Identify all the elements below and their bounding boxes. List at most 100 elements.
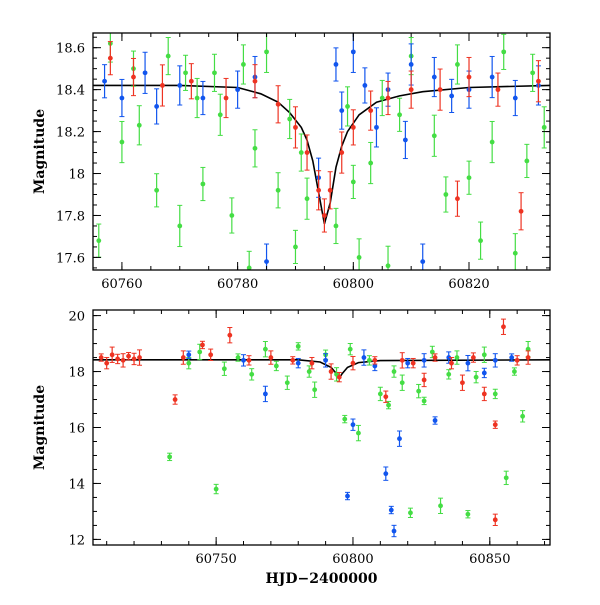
x-tick-label: 60850 <box>469 552 510 567</box>
x-tick-label: 60780 <box>217 277 258 292</box>
data-point <box>399 357 405 363</box>
data-point <box>478 238 483 244</box>
data-point <box>530 70 536 76</box>
data-point <box>454 355 460 360</box>
data-point <box>194 95 200 101</box>
data-point <box>264 259 269 265</box>
data-point <box>391 528 397 534</box>
data-point <box>455 62 460 67</box>
data-point <box>492 517 498 523</box>
data-point <box>512 369 517 374</box>
data-point <box>399 380 405 386</box>
data-point <box>246 265 252 270</box>
data-point <box>495 87 501 93</box>
data-point <box>342 416 348 422</box>
data-point <box>397 436 402 442</box>
data-point <box>275 101 281 107</box>
data-point <box>235 87 241 93</box>
data-point <box>183 70 188 76</box>
data-point <box>323 357 329 363</box>
data-point <box>481 391 487 397</box>
data-point <box>536 78 541 84</box>
y-tick-label: 18 <box>68 168 85 183</box>
data-point <box>470 355 476 360</box>
data-point <box>410 360 416 366</box>
data-point <box>186 360 192 366</box>
data-point <box>154 187 160 193</box>
data-point <box>264 49 269 55</box>
data-point <box>431 133 437 139</box>
data-point <box>284 380 290 386</box>
y-tick-label: 18.4 <box>56 84 85 99</box>
data-point <box>437 87 443 93</box>
data-point <box>368 108 374 114</box>
data-point <box>455 196 460 202</box>
data-point <box>408 87 414 93</box>
bottom-panel: 60750 60800 60850 12 14 16 18 20 Magnitude HJD−24… <box>32 309 551 587</box>
data-point <box>339 108 345 114</box>
data-point <box>298 150 304 155</box>
data-point <box>177 83 183 88</box>
data-point <box>333 62 339 67</box>
y-tick-label: 17.8 <box>56 209 85 224</box>
data-point <box>416 388 422 394</box>
y-tick-label: 18.2 <box>56 126 85 141</box>
data-point <box>167 454 173 460</box>
data-point <box>420 259 426 265</box>
data-point <box>115 356 121 362</box>
data-point <box>512 95 518 101</box>
data-point <box>177 223 183 229</box>
data-point <box>397 112 402 118</box>
data-point <box>131 356 137 362</box>
data-point <box>465 511 471 517</box>
data-point <box>460 380 465 386</box>
data-point <box>293 124 298 130</box>
data-point <box>362 83 368 88</box>
data-point <box>188 78 194 84</box>
data-point <box>492 422 498 428</box>
data-point <box>293 244 298 250</box>
data-point <box>402 137 408 143</box>
data-point <box>217 112 223 118</box>
data-point <box>107 55 113 61</box>
data-point <box>383 471 389 477</box>
data-point <box>98 355 104 360</box>
data-point <box>154 104 160 109</box>
data-point <box>96 238 102 244</box>
data-point <box>241 357 246 363</box>
data-point <box>186 352 192 358</box>
data-point <box>446 371 452 377</box>
x-tick-label: 60820 <box>448 277 489 292</box>
data-point <box>339 150 345 155</box>
data-point <box>200 342 205 348</box>
data-point <box>374 124 379 130</box>
data-point <box>275 187 281 193</box>
data-point <box>333 223 339 229</box>
data-point <box>432 355 438 360</box>
data-point <box>466 175 472 181</box>
data-point <box>541 124 547 130</box>
data-point <box>304 196 310 202</box>
data-point <box>180 355 186 360</box>
x-axis-label: HJD−2400000 <box>266 571 378 587</box>
data-point <box>356 430 361 436</box>
data-point <box>345 493 350 499</box>
data-point <box>501 324 506 330</box>
data-point <box>227 332 233 338</box>
data-point <box>213 486 219 492</box>
data-point <box>172 397 178 402</box>
data-point <box>408 510 413 516</box>
top-panel: 60760 60780 60800 60820 17.6 17.8 18 18.2 18.4 18… <box>32 32 551 292</box>
data-point <box>377 391 383 397</box>
y-axis-label: Magnitude <box>32 385 48 470</box>
data-point <box>385 263 391 269</box>
data-point <box>126 353 131 359</box>
data-point <box>241 62 246 67</box>
plot-area <box>93 318 550 538</box>
data-point <box>263 346 268 352</box>
data-point <box>306 369 312 374</box>
data-point <box>109 352 115 358</box>
series-green <box>96 33 547 270</box>
data-point <box>501 49 507 55</box>
